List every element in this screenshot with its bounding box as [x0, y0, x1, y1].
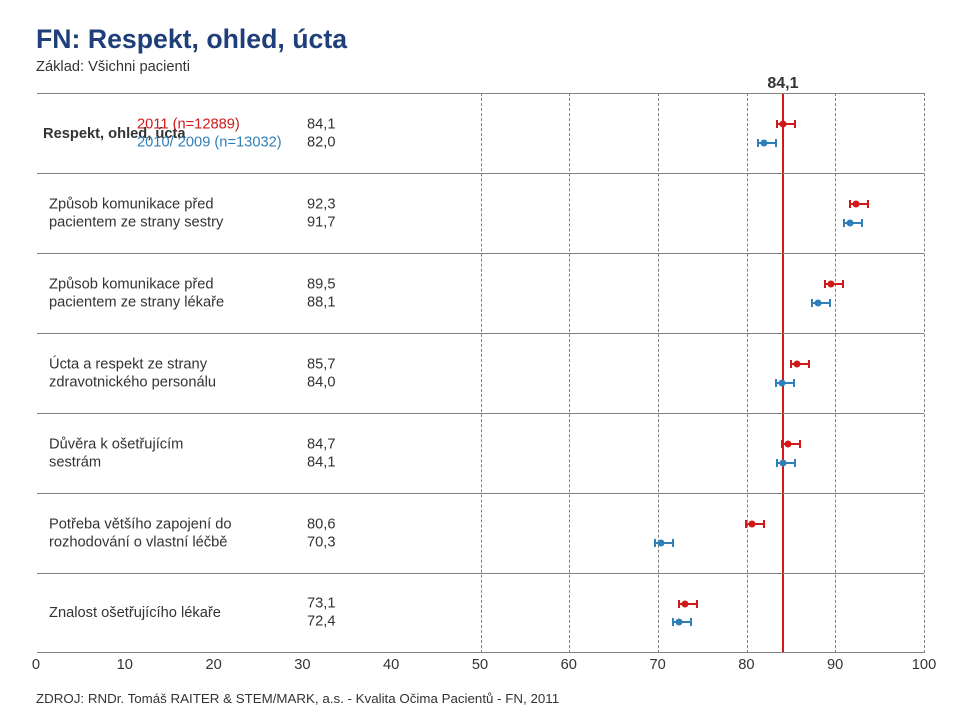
- x-tick-label: 40: [383, 657, 399, 673]
- chart-area: 84,1Respekt, ohled, úcta2011 (n=12889)20…: [36, 93, 924, 653]
- x-tick-label: 20: [205, 657, 221, 673]
- chart-row: Způsob komunikace předpacientem ze stran…: [37, 253, 924, 333]
- chart-row: Potřeba většího zapojení dorozhodování o…: [37, 493, 924, 573]
- chart-row: Způsob komunikace předpacientem ze stran…: [37, 173, 924, 253]
- gridline: [924, 93, 925, 653]
- page-subtitle: Základ: Všichni pacienti: [36, 59, 924, 75]
- x-tick-label: 10: [117, 657, 133, 673]
- source-line: ZDROJ: RNDr. Tomáš RAITER & STEM/MARK, a…: [36, 691, 924, 706]
- x-tick-label: 100: [912, 657, 936, 673]
- x-tick-label: 80: [738, 657, 754, 673]
- chart-row: Důvěra k ošetřujícímsestrám84,784,1: [37, 413, 924, 493]
- row-plot: [37, 334, 924, 413]
- row-plot: [37, 174, 924, 253]
- row-plot: [37, 94, 924, 173]
- x-tick-label: 70: [649, 657, 665, 673]
- page-title: FN: Respekt, ohled, úcta: [36, 24, 924, 55]
- row-plot: [37, 494, 924, 573]
- x-tick-label: 0: [32, 657, 40, 673]
- chart-row: Úcta a respekt ze stranyzdravotnického p…: [37, 333, 924, 413]
- x-tick-label: 90: [827, 657, 843, 673]
- row-plot: [37, 574, 924, 652]
- chart-row: Znalost ošetřujícího lékaře73,172,4: [37, 573, 924, 653]
- x-tick-label: 60: [561, 657, 577, 673]
- x-tick-label: 30: [294, 657, 310, 673]
- chart: 84,1Respekt, ohled, úcta2011 (n=12889)20…: [36, 93, 924, 685]
- chart-row: Respekt, ohled, úcta2011 (n=12889)2010/ …: [37, 93, 924, 173]
- x-axis: 0102030405060708090100: [36, 657, 924, 685]
- x-tick-label: 50: [472, 657, 488, 673]
- row-plot: [37, 254, 924, 333]
- overall-line-label: 84,1: [767, 75, 798, 93]
- page: FN: Respekt, ohled, úcta Základ: Všichni…: [0, 0, 960, 720]
- row-plot: [37, 414, 924, 493]
